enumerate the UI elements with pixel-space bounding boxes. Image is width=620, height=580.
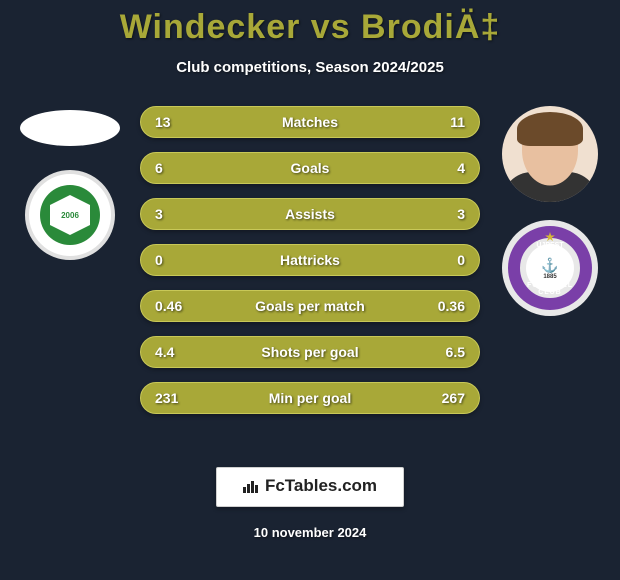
club-name-bottom: FOOTBALL CLUB bbox=[520, 282, 580, 296]
stat-label: Goals bbox=[195, 160, 425, 176]
stat-left-value: 0 bbox=[155, 252, 195, 268]
stat-left-value: 3 bbox=[155, 206, 195, 222]
right-player-column: ÚJPEST ⚓ 1885 FOOTBALL CLUB bbox=[490, 106, 610, 316]
footer-date: 10 november 2024 bbox=[0, 525, 620, 540]
stat-row-min-per-goal: 231 Min per goal 267 bbox=[140, 382, 480, 414]
bar-chart-icon bbox=[243, 479, 261, 493]
stats-column: 13 Matches 11 6 Goals 4 3 Assists 3 0 Ha… bbox=[140, 106, 480, 428]
stat-left-value: 0.46 bbox=[155, 298, 195, 314]
stat-label: Goals per match bbox=[195, 298, 425, 314]
stat-left-value: 4.4 bbox=[155, 344, 195, 360]
page-title: Windecker vs BrodiÄ‡ bbox=[0, 8, 620, 47]
stat-right-value: 267 bbox=[425, 390, 465, 406]
page-subtitle: Club competitions, Season 2024/2025 bbox=[0, 59, 620, 76]
fctables-logo-text: FcTables.com bbox=[243, 476, 377, 496]
club-badge-left: 2006 bbox=[25, 170, 115, 260]
player-photo-right bbox=[502, 106, 598, 202]
stat-row-hattricks: 0 Hattricks 0 bbox=[140, 244, 480, 276]
stat-right-value: 0 bbox=[425, 252, 465, 268]
stat-right-value: 3 bbox=[425, 206, 465, 222]
stat-left-value: 13 bbox=[155, 114, 195, 130]
club-center-year: 1885 bbox=[543, 274, 556, 280]
club-badge-left-inner: 2006 bbox=[40, 185, 100, 245]
stat-right-value: 11 bbox=[425, 114, 465, 130]
stat-row-goals: 6 Goals 4 bbox=[140, 152, 480, 184]
stat-right-value: 4 bbox=[425, 160, 465, 176]
stat-row-shots-per-goal: 4.4 Shots per goal 6.5 bbox=[140, 336, 480, 368]
stat-label: Matches bbox=[195, 114, 425, 130]
club-badge-right: ÚJPEST ⚓ 1885 FOOTBALL CLUB bbox=[502, 220, 598, 316]
stat-label: Assists bbox=[195, 206, 425, 222]
stat-label: Hattricks bbox=[195, 252, 425, 268]
stat-row-goals-per-match: 0.46 Goals per match 0.36 bbox=[140, 290, 480, 322]
anchor-icon: ⚓ bbox=[541, 257, 558, 274]
club-badge-right-ring: ÚJPEST ⚓ 1885 FOOTBALL CLUB bbox=[508, 226, 592, 310]
stat-label: Min per goal bbox=[195, 390, 425, 406]
stat-label: Shots per goal bbox=[195, 344, 425, 360]
footer: FcTables.com 10 november 2024 bbox=[0, 467, 620, 540]
fctables-logo-box[interactable]: FcTables.com bbox=[216, 467, 404, 507]
club-badge-left-shield: 2006 bbox=[50, 195, 90, 235]
left-player-column: 2006 bbox=[10, 106, 130, 260]
club-name-top: ÚJPEST bbox=[520, 242, 580, 249]
stat-row-matches: 13 Matches 11 bbox=[140, 106, 480, 138]
stat-right-value: 6.5 bbox=[425, 344, 465, 360]
logo-label: FcTables.com bbox=[265, 476, 377, 496]
player-hair bbox=[517, 112, 583, 146]
header: Windecker vs BrodiÄ‡ Club competitions, … bbox=[0, 0, 620, 76]
player-photo-left bbox=[20, 110, 120, 146]
stat-right-value: 0.36 bbox=[425, 298, 465, 314]
stat-left-value: 6 bbox=[155, 160, 195, 176]
stat-left-value: 231 bbox=[155, 390, 195, 406]
stat-row-assists: 3 Assists 3 bbox=[140, 198, 480, 230]
